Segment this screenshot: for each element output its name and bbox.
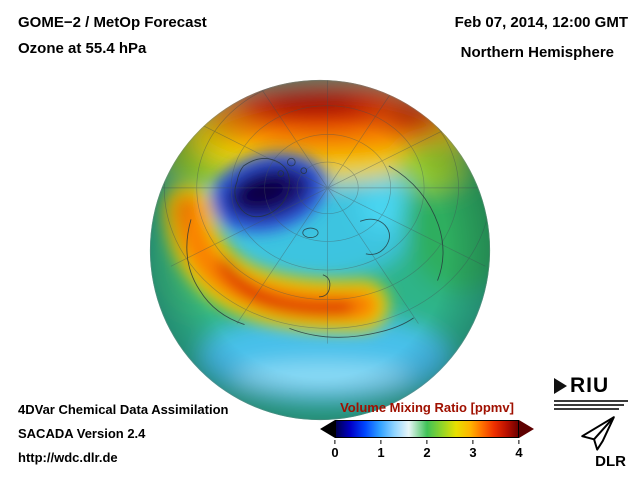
datetime-label: Feb 07, 2014, 12:00 GMT [454,14,628,31]
tick-label: 2 [423,445,431,460]
header-right: Feb 07, 2014, 12:00 GMT Northern Hemisph… [455,10,628,66]
version-label: SACADA Version 2.4 [18,426,146,441]
riu-logo-text: RIU [570,374,610,397]
tick-mark [334,440,336,444]
region-label: Northern Hemisphere [460,44,614,61]
tick-mark [380,440,382,444]
assimilation-label: 4DVar Chemical Data Assimilation [18,402,229,417]
dlr-logo-text: DLR [595,453,626,470]
colorbar-arrow-left [320,420,335,438]
colorbar-tick: 2 [423,440,431,460]
colorbar-title: Volume Mixing Ratio [ppmv] [340,400,514,415]
colorbar: Volume Mixing Ratio [ppmv] 0 1 2 3 4 [320,400,534,460]
page-subtitle: Ozone at 55.4 hPa [18,40,147,57]
header-left: GOME−2 / MetOp Forecast Ozone at 55.4 hP… [18,10,207,62]
tick-label: 4 [515,445,523,460]
colorbar-gradient [335,420,519,438]
dlr-arrow-icon [581,416,615,451]
tick-label: 3 [469,445,477,460]
riu-triangle-icon [554,378,567,394]
tick-label: 0 [331,445,339,460]
riu-waves-icon [554,400,628,410]
colorbar-tick: 4 [515,440,523,460]
tick-mark [472,440,474,444]
page-title: GOME−2 / MetOp Forecast [18,14,207,31]
tick-mark [426,440,428,444]
globe-ozone-map [148,78,492,422]
colorbar-arrow-right [519,420,534,438]
colorbar-tick: 0 [331,440,339,460]
tick-label: 1 [377,445,385,460]
colorbar-ticks: 0 1 2 3 4 [331,440,523,460]
tick-mark [518,440,520,444]
riu-logo: RIU [554,374,628,410]
globe-graphic [149,79,491,421]
riu-logo-top: RIU [554,374,628,398]
dlr-logo: DLR [570,414,626,470]
colorbar-tick: 1 [377,440,385,460]
colorbar-tick: 3 [469,440,477,460]
footer-info: 4DVar Chemical Data Assimilation SACADA … [18,398,229,470]
website-url: http://wdc.dlr.de [18,450,118,465]
colorbar-bar [320,420,534,438]
